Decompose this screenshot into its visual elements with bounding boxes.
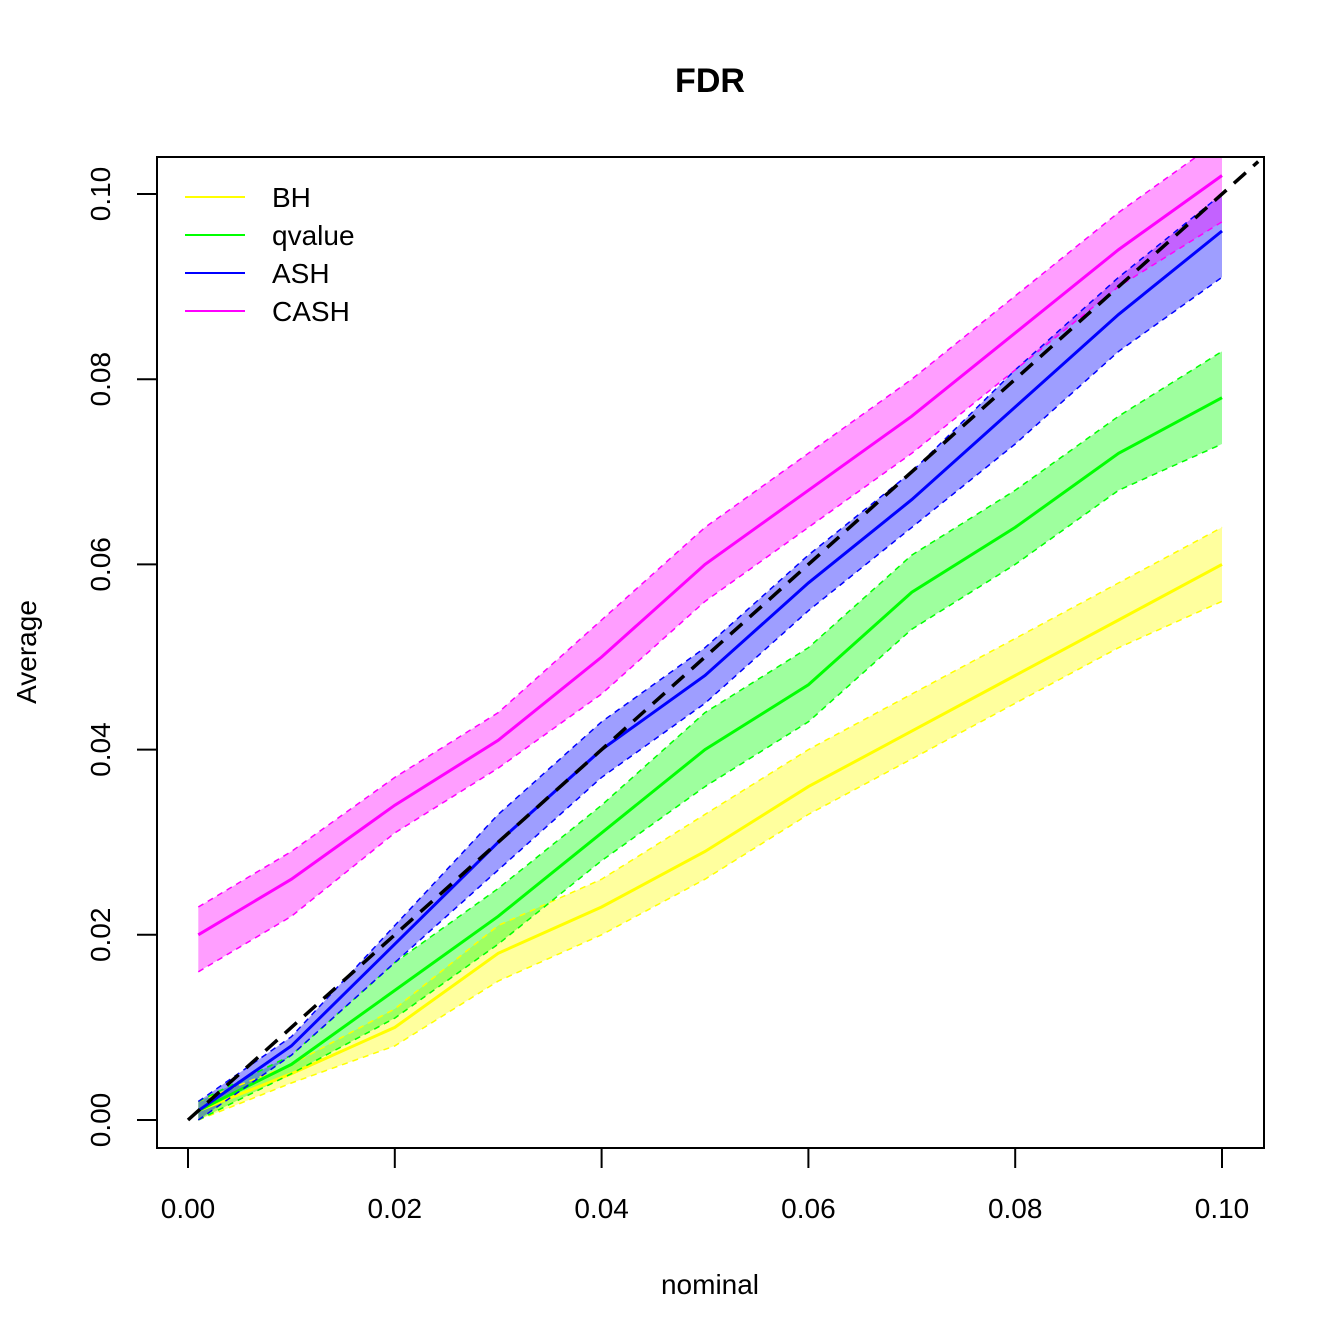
reference-diagonal-line bbox=[186, 160, 1260, 1122]
y-axis-label: Average bbox=[11, 600, 42, 704]
y-tick-label: 0.00 bbox=[85, 1093, 116, 1148]
y-tick-label: 0.02 bbox=[85, 908, 116, 963]
chart-title: FDR bbox=[675, 62, 745, 100]
qvalue-line bbox=[197, 396, 1223, 1113]
qvalue-lower-bound bbox=[197, 443, 1223, 1121]
cash-line bbox=[197, 174, 1223, 937]
x-tick-label: 0.04 bbox=[574, 1193, 629, 1224]
cash-lower-bound bbox=[197, 221, 1223, 973]
series-lines bbox=[197, 157, 1223, 1121]
qvalue-band bbox=[198, 351, 1223, 1120]
bh-band bbox=[198, 527, 1223, 1120]
legend-label-cash: CASH bbox=[272, 296, 350, 327]
x-tick-label: 0.02 bbox=[368, 1193, 423, 1224]
bh-lower-bound bbox=[198, 600, 1223, 1121]
legend-label-qvalue: qvalue bbox=[272, 220, 355, 251]
x-tick-label: 0.10 bbox=[1195, 1193, 1250, 1224]
x-tick-label: 0.08 bbox=[988, 1193, 1043, 1224]
x-axis-label: nominal bbox=[661, 1269, 759, 1300]
legend: BH qvalue ASH CASH bbox=[185, 182, 355, 327]
legend-label-ash: ASH bbox=[272, 258, 330, 289]
y-axis: 0.00 0.02 0.04 0.06 0.08 0.10 bbox=[85, 167, 158, 1148]
y-tick-label: 0.04 bbox=[85, 722, 116, 777]
bh-line bbox=[197, 563, 1223, 1113]
ash-upper-bound bbox=[197, 193, 1223, 1103]
x-tick-label: 0.00 bbox=[161, 1193, 216, 1224]
x-tick-label: 0.06 bbox=[781, 1193, 836, 1224]
bh-upper-bound bbox=[198, 526, 1223, 1103]
y-tick-label: 0.08 bbox=[85, 352, 116, 407]
legend-label-bh: BH bbox=[272, 182, 311, 213]
plot-area bbox=[186, 157, 1260, 1122]
qvalue-upper-bound bbox=[197, 350, 1223, 1103]
y-tick-label: 0.10 bbox=[85, 167, 116, 222]
ash-line bbox=[197, 229, 1223, 1112]
x-axis: 0.00 0.02 0.04 0.06 0.08 0.10 bbox=[161, 1147, 1250, 1224]
y-tick-label: 0.06 bbox=[85, 537, 116, 592]
